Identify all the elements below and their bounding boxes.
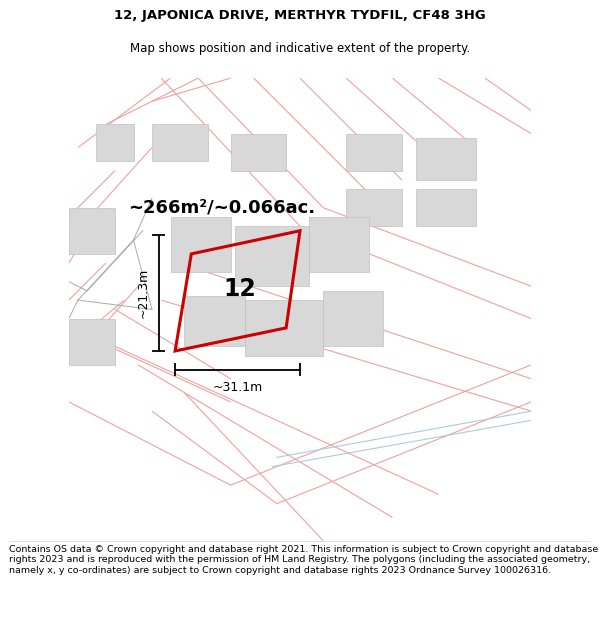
Text: ~266m²/~0.066ac.: ~266m²/~0.066ac. — [128, 199, 315, 217]
Polygon shape — [309, 217, 370, 272]
Polygon shape — [184, 296, 245, 346]
Polygon shape — [235, 226, 309, 286]
Polygon shape — [69, 319, 115, 365]
Text: Map shows position and indicative extent of the property.: Map shows position and indicative extent… — [130, 42, 470, 56]
Text: 12, JAPONICA DRIVE, MERTHYR TYDFIL, CF48 3HG: 12, JAPONICA DRIVE, MERTHYR TYDFIL, CF48… — [114, 9, 486, 22]
Polygon shape — [97, 124, 133, 161]
Text: 12: 12 — [223, 276, 256, 301]
Polygon shape — [69, 208, 115, 254]
Polygon shape — [416, 189, 476, 226]
Text: ~21.3m: ~21.3m — [137, 268, 149, 318]
Text: Contains OS data © Crown copyright and database right 2021. This information is : Contains OS data © Crown copyright and d… — [9, 545, 598, 574]
Text: ~31.1m: ~31.1m — [212, 381, 263, 394]
Polygon shape — [323, 291, 383, 346]
Polygon shape — [230, 134, 286, 171]
Polygon shape — [152, 124, 208, 161]
Polygon shape — [346, 189, 402, 226]
Polygon shape — [416, 138, 476, 180]
Polygon shape — [346, 134, 402, 171]
Polygon shape — [170, 217, 230, 272]
Polygon shape — [245, 300, 323, 356]
